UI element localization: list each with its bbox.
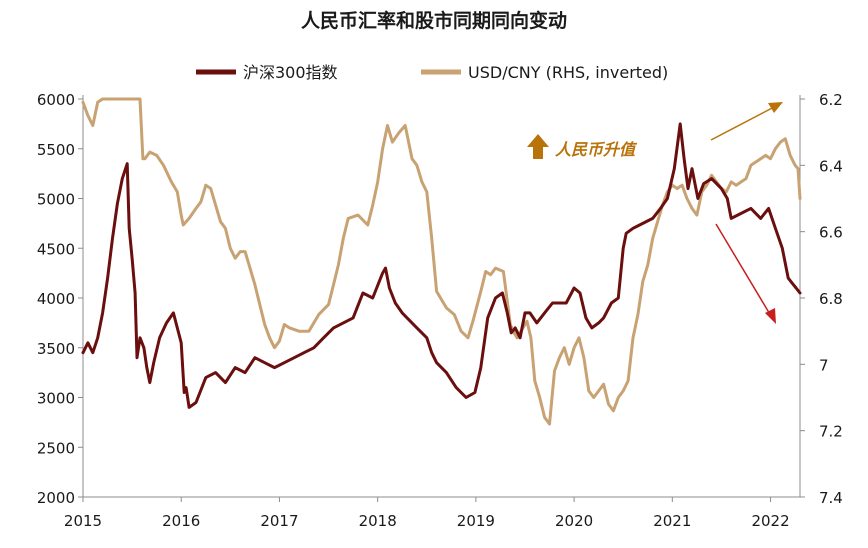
legend-label-csi300: 沪深300指数: [243, 63, 338, 82]
right-tick-label: 6.2: [819, 91, 843, 109]
x-tick-label: 2019: [457, 512, 495, 530]
right-tick-label: 6.8: [819, 290, 843, 308]
left-tick-label: 2000: [37, 489, 75, 507]
legend-label-usdcny: USD/CNY (RHS, inverted): [468, 63, 668, 82]
trend-arrow-down-head: [765, 308, 776, 324]
series-line-csi300: [81, 122, 802, 409]
legend: 沪深300指数 USD/CNY (RHS, inverted): [196, 63, 668, 82]
x-tick-label: 2016: [162, 512, 200, 530]
series-line-usdcny: [81, 97, 802, 426]
left-tick-label: 6000: [37, 91, 75, 109]
right-tick-label: 7.4: [819, 489, 843, 507]
x-tick-label: 2015: [64, 512, 102, 530]
left-tick-label: 3500: [37, 340, 75, 358]
annotation: 人民币升值: [527, 134, 638, 159]
left-tick-label: 3000: [37, 390, 75, 408]
trend-arrows: [710, 102, 783, 324]
up-arrow-icon: [527, 134, 549, 159]
right-tick-label: 7.2: [819, 423, 843, 441]
trend-arrow-up: [710, 105, 777, 141]
left-tick-label: 5500: [37, 141, 75, 159]
x-tick-label: 2020: [555, 512, 593, 530]
x-tick-label: 2018: [359, 512, 397, 530]
x-tick-label: 2017: [260, 512, 298, 530]
annotation-label: 人民币升值: [555, 140, 638, 159]
right-tick-label: 6.4: [819, 157, 843, 175]
right-tick-label: 6.6: [819, 224, 843, 242]
chart-title: 人民币汇率和股市同期同向变动: [301, 9, 567, 32]
left-tick-label: 5000: [37, 191, 75, 209]
left-tick-label: 4000: [37, 290, 75, 308]
trend-arrow-down: [715, 223, 772, 317]
axes: 2000 2500 3000 3500 4000 4500 5000 5500 6000 6.2 6…: [37, 91, 843, 530]
trend-arrow-up-head: [768, 102, 783, 113]
right-tick-label: 7: [819, 356, 829, 374]
x-tick-label: 2022: [751, 512, 789, 530]
plot-area: [81, 97, 802, 426]
left-tick-label: 4500: [37, 240, 75, 258]
x-tick-label: 2021: [653, 512, 691, 530]
left-tick-label: 2500: [37, 439, 75, 457]
